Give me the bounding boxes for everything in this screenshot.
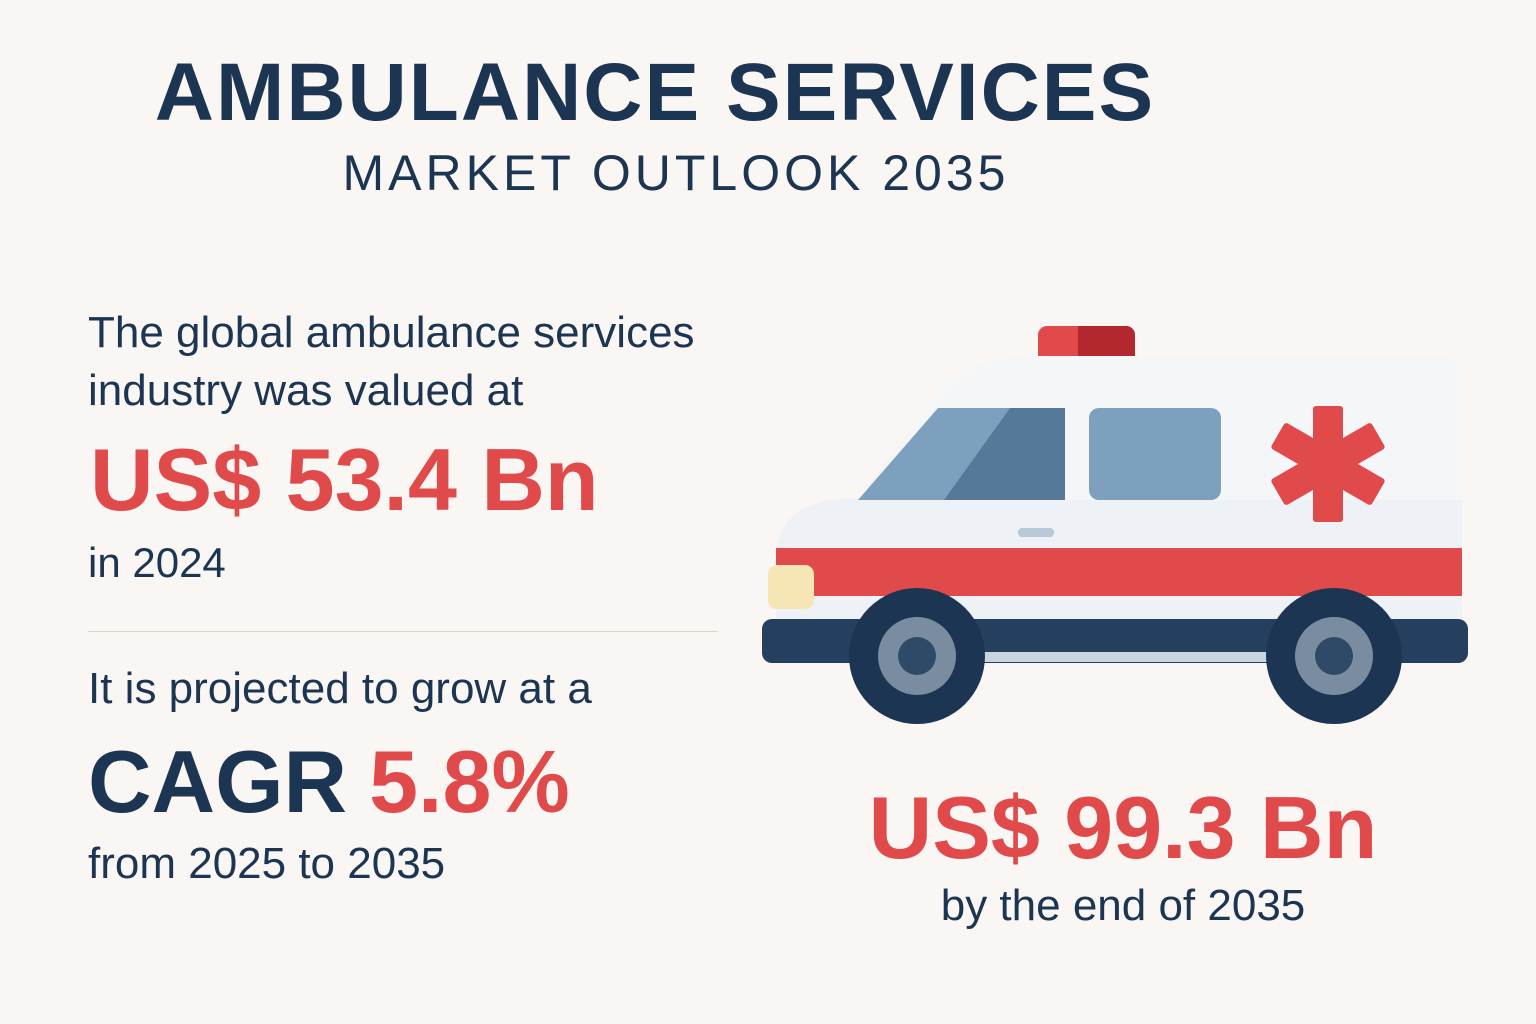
headlight xyxy=(768,565,814,609)
ambulance-body xyxy=(776,356,1462,660)
period-text: from 2025 to 2035 xyxy=(88,839,446,888)
medical-star-icon xyxy=(1271,406,1385,522)
bumper xyxy=(762,619,1468,663)
side-window xyxy=(1089,408,1221,500)
front-window xyxy=(858,408,1065,500)
intro-line-1: The global ambulance services xyxy=(88,308,695,357)
intro-line-2: industry was valued at xyxy=(88,366,524,415)
red-stripe xyxy=(776,548,1462,596)
market-value-2024: US$ 53.4 Bn xyxy=(90,430,599,529)
intro-text: The global ambulance services industry w… xyxy=(88,304,808,420)
projection-text: It is projected to grow at a xyxy=(88,664,592,713)
page-subtitle: MARKET OUTLOOK 2035 xyxy=(342,145,1010,201)
end-2035-text: by the end of 2035 xyxy=(940,881,1306,930)
section-divider xyxy=(88,631,718,632)
front-wheel xyxy=(849,588,985,724)
door-handle xyxy=(1018,528,1054,537)
cagr-value: 5.8% xyxy=(369,732,570,831)
cagr-label: CAGR xyxy=(88,732,348,831)
year-2024-text: in 2024 xyxy=(88,539,226,586)
rear-wheel xyxy=(1266,588,1402,724)
page-title: AMBULANCE SERVICES xyxy=(154,47,1156,138)
market-value-2035: US$ 99.3 Bn xyxy=(868,778,1378,877)
cagr-row: CAGR 5.8% xyxy=(88,738,570,826)
siren-light xyxy=(1038,326,1135,364)
